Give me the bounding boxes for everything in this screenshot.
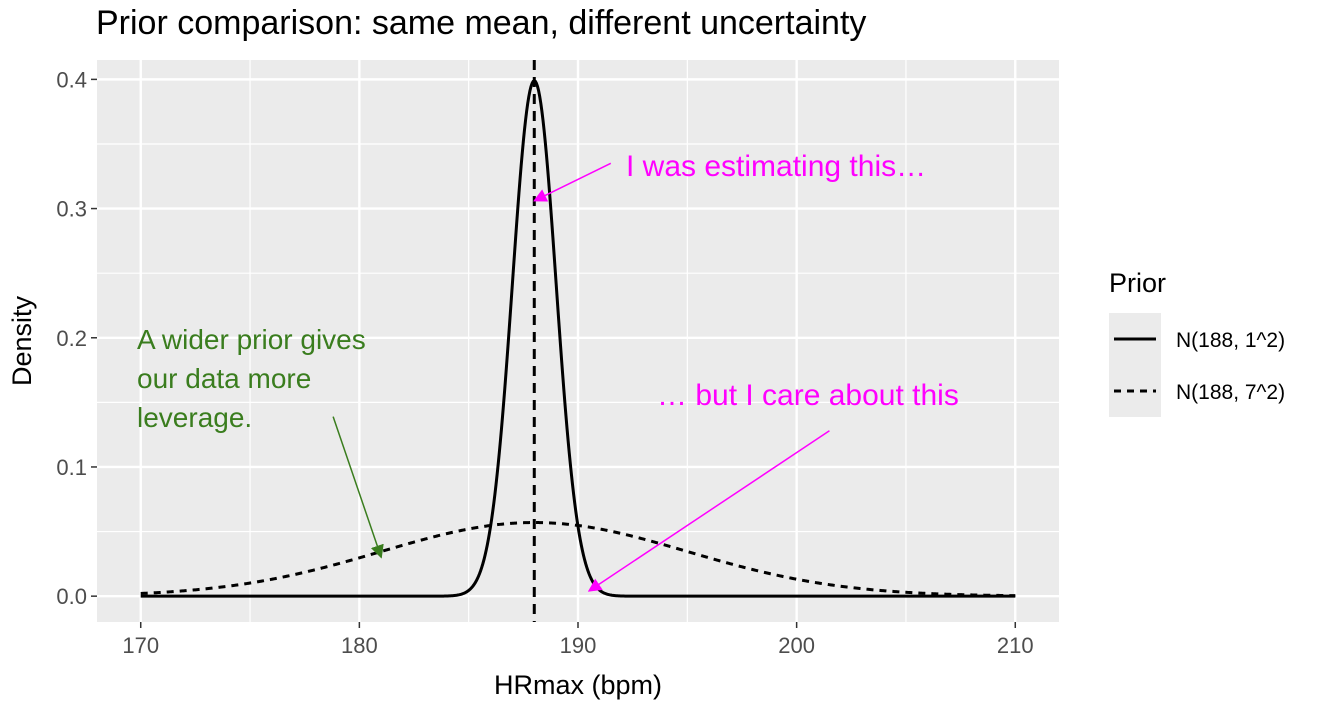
x-tick-label: 180 (341, 633, 378, 658)
legend-label-0: N(188, 1^2) (1176, 329, 1285, 352)
y-tick-label: 0.3 (56, 197, 87, 222)
annotation-wider-line-2: our data more (137, 363, 311, 394)
annotations: A wider prior gives our data more levera… (137, 150, 959, 592)
y-tick-label: 0.2 (56, 326, 87, 351)
x-axis: 170 180 190 200 210 (122, 622, 1034, 658)
y-tick-label: 0.4 (56, 67, 87, 92)
x-tick-label: 190 (560, 633, 597, 658)
arrow-care (587, 430, 830, 592)
y-axis-title: Density (7, 295, 37, 386)
annotation-care: … but I care about this (657, 379, 959, 412)
y-tick-label: 0.0 (56, 584, 87, 609)
y-tick-label: 0.1 (56, 455, 87, 480)
legend-title: Prior (1109, 268, 1166, 298)
annotation-wider-line-3: leverage. (137, 402, 252, 433)
legend: Prior N(188, 1^2) N(188, 7^2) (1109, 268, 1285, 417)
arrow-wider-prior (332, 416, 384, 559)
y-axis: 0.0 0.1 0.2 0.3 0.4 (56, 67, 97, 609)
x-tick-label: 200 (778, 633, 815, 658)
legend-label-1: N(188, 7^2) (1176, 381, 1285, 404)
annotation-wider-line-1: A wider prior gives (137, 324, 366, 355)
curve-wide-prior (140, 521, 1016, 598)
x-axis-title: HRmax (bpm) (494, 670, 662, 700)
annotation-estimating: I was estimating this… (626, 150, 926, 183)
series-layer (140, 60, 1016, 622)
annotation-wider-prior: A wider prior gives our data more levera… (137, 324, 374, 433)
x-tick-label: 210 (997, 633, 1034, 658)
x-tick-label: 170 (122, 633, 159, 658)
arrow-estimating (533, 162, 612, 202)
chart-title: Prior comparison: same mean, different u… (96, 4, 866, 42)
